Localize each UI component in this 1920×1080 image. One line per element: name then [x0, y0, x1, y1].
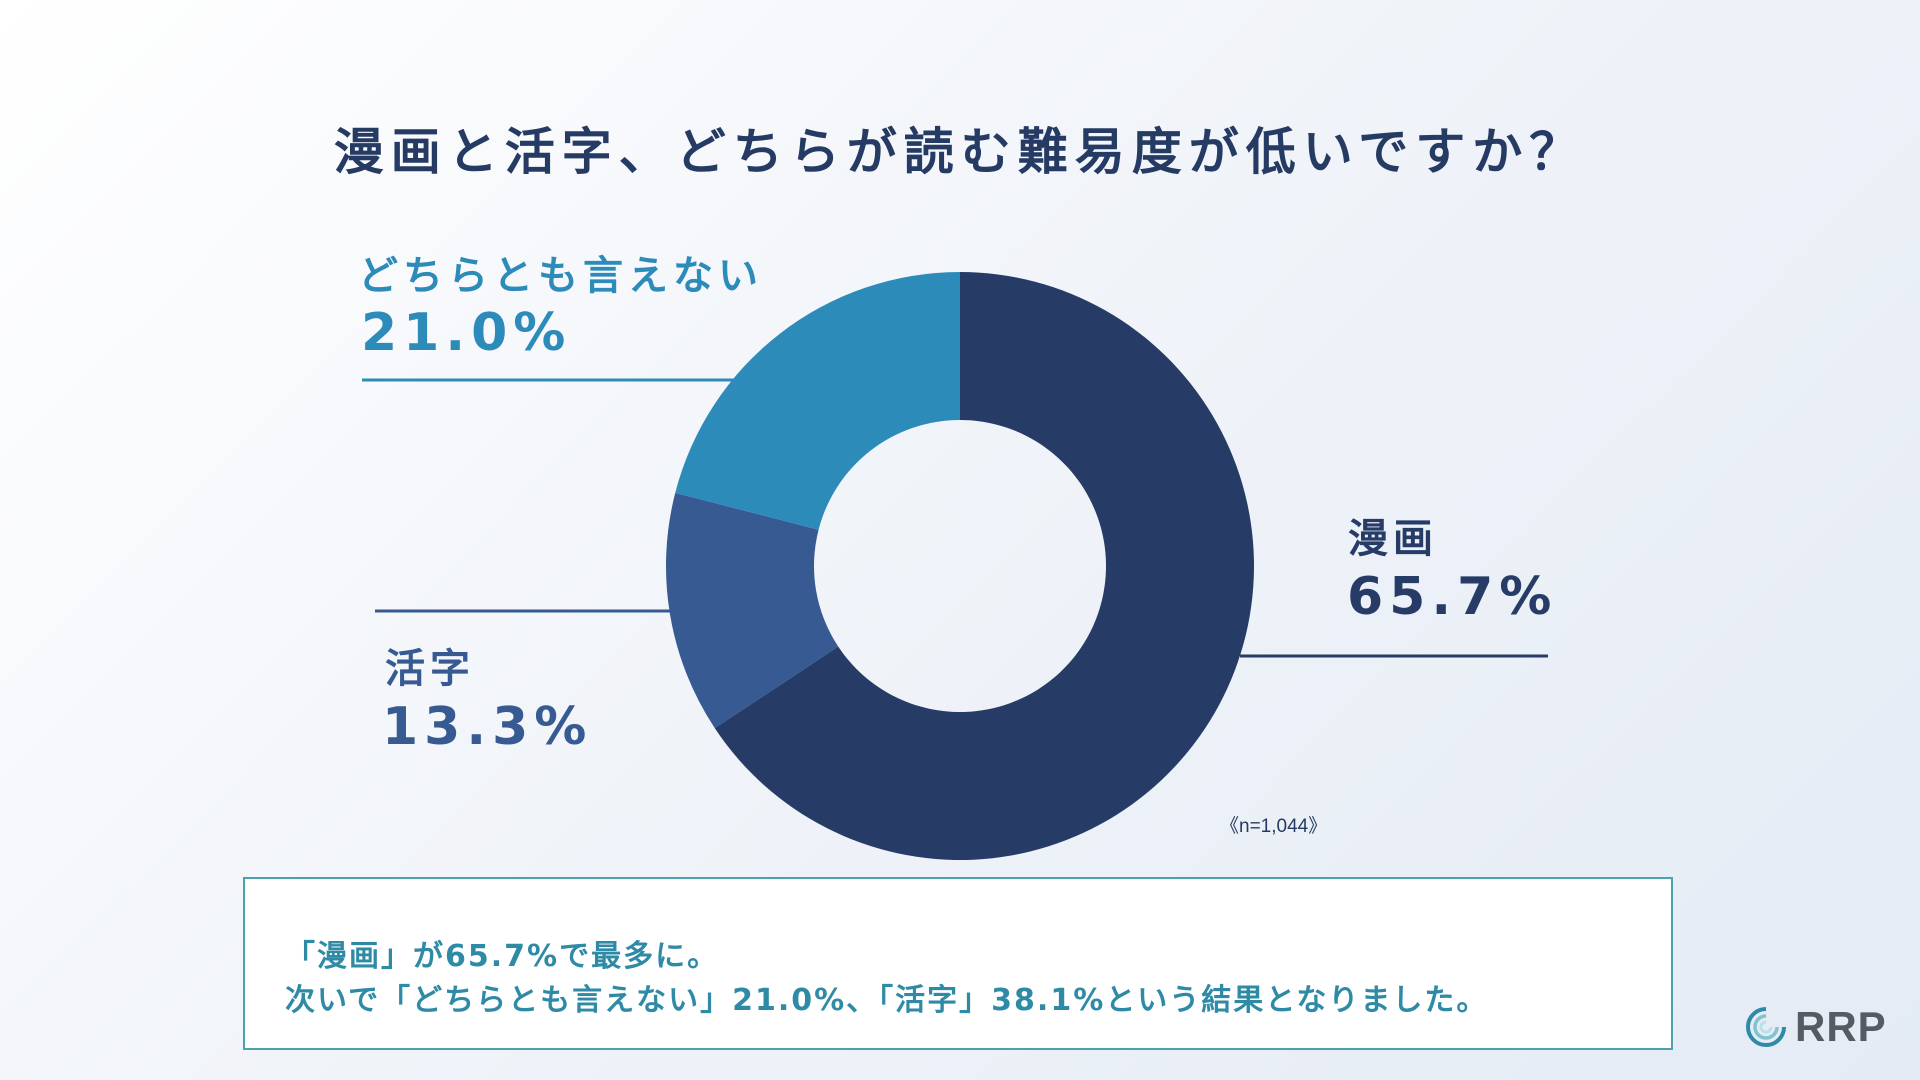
- rrp-logo-text: RRP: [1795, 1003, 1887, 1050]
- summary-box: 「漫画」が65.7%で最多に。 次いで「どちらとも言えない」21.0%、「活字」…: [243, 877, 1673, 1050]
- rrp-logo: RRP: [1745, 1003, 1887, 1050]
- label-value-manga: 65.7%: [1347, 567, 1558, 627]
- donut-slice-manga: [714, 272, 1254, 861]
- label-name-katsuji: 活字: [385, 646, 475, 692]
- label-name-manga: 漫画: [1348, 516, 1438, 562]
- donut-slice-katsuji: [666, 492, 839, 729]
- label-value-katsuji: 13.3%: [382, 697, 593, 757]
- summary-line-1: 「漫画」が65.7%で最多に。: [285, 939, 720, 974]
- rrp-logo-icon: [1746, 1007, 1786, 1047]
- sample-size: 《n=1,044》: [1220, 816, 1328, 837]
- label-name-neither: どちらとも言えない: [358, 253, 763, 299]
- summary-line-2: 次いで「どちらとも言えない」21.0%、「活字」38.1%という結果となりました…: [285, 983, 1489, 1018]
- donut-slice-neither: [675, 272, 960, 530]
- chart-title: 漫画と活字、どちらが読む難易度が低いですか？: [333, 123, 1587, 181]
- label-value-neither: 21.0%: [361, 303, 572, 363]
